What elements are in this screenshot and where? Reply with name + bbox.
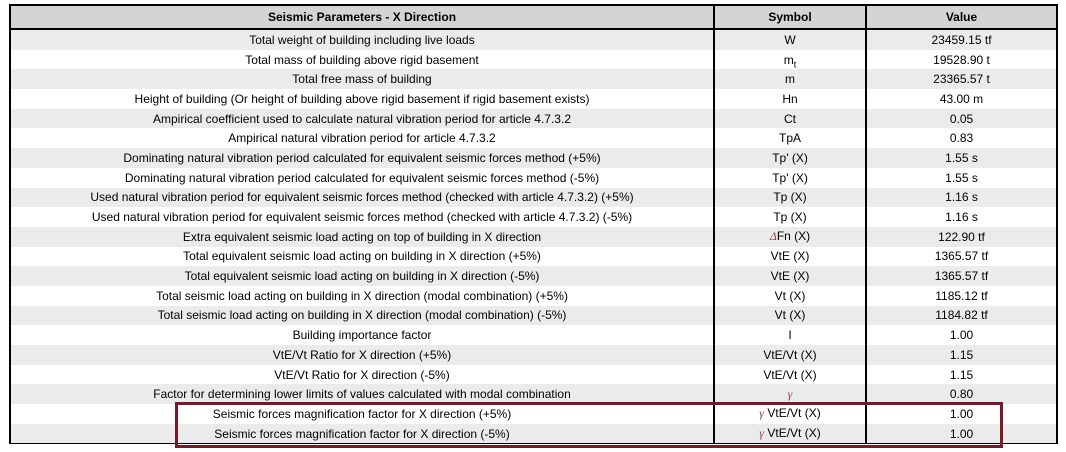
parameter-cell: Ampirical coefficient used to calculate … — [11, 108, 714, 129]
header-value: Value — [866, 6, 1056, 30]
parameter-cell: Seismic forces magnification factor for … — [11, 404, 714, 424]
parameter-cell: Ampirical natural vibration period for a… — [11, 128, 714, 149]
symbol-cell: Tp (X) — [713, 207, 867, 227]
value-cell: 1.16 s — [866, 187, 1056, 208]
table-row: VtE/Vt Ratio for X direction (+5%) VtE/V… — [11, 345, 1056, 365]
parameter-cell: Used natural vibration period for equiva… — [11, 187, 714, 208]
parameter-cell: Total weight of building including live … — [11, 29, 714, 50]
value-cell: 0.80 — [866, 384, 1056, 405]
table-row: Total equivalent seismic load acting on … — [11, 266, 1056, 286]
parameter-cell: Total equivalent seismic load acting on … — [11, 266, 714, 286]
header-symbol: Symbol — [713, 6, 867, 30]
symbol-cell: Vt (X) — [713, 305, 867, 326]
table-row: Ampirical natural vibration period for a… — [11, 128, 1056, 149]
symbol-cell: mt — [713, 49, 867, 70]
symbol-cell: Tp' (X) — [713, 148, 867, 168]
table-row: Ampirical coefficient used to calculate … — [11, 108, 1056, 129]
table-row: Factor for determining lower limits of v… — [11, 384, 1056, 405]
symbol-cell: γ VtE/Vt (X) — [713, 404, 867, 424]
value-cell: 0.83 — [866, 128, 1056, 149]
table-row: Used natural vibration period for equiva… — [11, 187, 1056, 208]
table-row: Total weight of building including live … — [11, 29, 1056, 50]
symbol-cell: TpA — [713, 128, 867, 149]
value-cell: 19528.90 t — [866, 49, 1056, 70]
header-parameter: Seismic Parameters - X Direction — [11, 6, 714, 30]
parameter-cell: Factor for determining lower limits of v… — [11, 384, 714, 405]
value-cell: 0.05 — [866, 108, 1056, 129]
table-row: Building importance factor I 1.00 — [11, 325, 1056, 345]
value-cell: 1.15 — [866, 345, 1056, 365]
value-cell: 1.00 — [866, 423, 1056, 444]
table-row: VtE/Vt Ratio for X direction (-5%) VtE/V… — [11, 364, 1056, 385]
value-cell: 1365.57 tf — [866, 266, 1056, 286]
symbol-cell: Tp (X) — [713, 187, 867, 208]
table-row: Total seismic load acting on building in… — [11, 305, 1056, 326]
parameter-cell: Height of building (Or height of buildin… — [11, 89, 714, 109]
value-cell: 23459.15 tf — [866, 29, 1056, 50]
report-table: Seismic Parameters - X Direction Symbol … — [11, 6, 1056, 444]
symbol-cell: Tp' (X) — [713, 167, 867, 188]
value-cell: 1.00 — [866, 404, 1056, 424]
symbol-cell: γ VtE/Vt (X) — [713, 423, 867, 444]
parameter-cell: Total seismic load acting on building in… — [11, 285, 714, 306]
symbol-cell: VtE (X) — [713, 246, 867, 267]
table-row: Seismic forces magnification factor for … — [11, 404, 1056, 424]
symbol-cell: γ — [713, 384, 867, 405]
table-row: Dominating natural vibration period calc… — [11, 167, 1056, 188]
symbol-cell: VtE (X) — [713, 266, 867, 286]
symbol-subscript: t — [793, 58, 797, 69]
parameter-cell: Extra equivalent seismic load acting on … — [11, 226, 714, 247]
table-row: Dominating natural vibration period calc… — [11, 148, 1056, 168]
parameter-cell: Seismic forces magnification factor for … — [11, 423, 714, 444]
table-row: Total free mass of building m 23365.57 t — [11, 69, 1056, 90]
parameter-cell: Total equivalent seismic load acting on … — [11, 246, 714, 267]
table-row: Extra equivalent seismic load acting on … — [11, 226, 1056, 247]
symbol-cell: VtE/Vt (X) — [713, 345, 867, 365]
parameter-cell: Dominating natural vibration period calc… — [11, 167, 714, 188]
symbol-cell: Vt (X) — [713, 285, 867, 306]
table-row: Height of building (Or height of buildin… — [11, 89, 1056, 109]
symbol-cell: W — [713, 29, 867, 50]
table-row: Used natural vibration period for equiva… — [11, 207, 1056, 227]
value-cell: 1.55 s — [866, 167, 1056, 188]
greek-symbol: Δ — [769, 229, 777, 244]
value-cell: 23365.57 t — [866, 69, 1056, 90]
value-cell: 1.15 — [866, 364, 1056, 385]
symbol-cell: ΔFn (X) — [713, 226, 867, 247]
parameter-cell: VtE/Vt Ratio for X direction (+5%) — [11, 345, 714, 365]
greek-symbol: γ — [759, 426, 765, 441]
greek-symbol: γ — [787, 386, 793, 401]
table-row: Total seismic load acting on building in… — [11, 285, 1056, 306]
parameter-cell: Total mass of building above rigid basem… — [11, 49, 714, 70]
value-cell: 1184.82 tf — [866, 305, 1056, 326]
value-cell: 1.55 s — [866, 148, 1056, 168]
parameter-cell: Total seismic load acting on building in… — [11, 305, 714, 326]
parameter-cell: Building importance factor — [11, 325, 714, 345]
symbol-cell: VtE/Vt (X) — [713, 364, 867, 385]
value-cell: 1365.57 tf — [866, 246, 1056, 267]
symbol-cell: m — [713, 69, 867, 90]
table-row: Total equivalent seismic load acting on … — [11, 246, 1056, 267]
symbol-cell: I — [713, 325, 867, 345]
greek-symbol: γ — [759, 406, 765, 421]
table-header-row: Seismic Parameters - X Direction Symbol … — [11, 6, 1056, 30]
value-cell: 1.00 — [866, 325, 1056, 345]
value-cell: 1185.12 tf — [866, 285, 1056, 306]
value-cell: 122.90 tf — [866, 226, 1056, 247]
symbol-cell: Hn — [713, 89, 867, 109]
symbol-cell: Ct — [713, 108, 867, 129]
table-row: Seismic forces magnification factor for … — [11, 423, 1056, 444]
table-row: Total mass of building above rigid basem… — [11, 49, 1056, 70]
seismic-parameters-table: Seismic Parameters - X Direction Symbol … — [9, 4, 1058, 444]
table-body: Total weight of building including live … — [11, 29, 1056, 444]
parameter-cell: VtE/Vt Ratio for X direction (-5%) — [11, 364, 714, 385]
parameter-cell: Total free mass of building — [11, 69, 714, 90]
value-cell: 1.16 s — [866, 207, 1056, 227]
value-cell: 43.00 m — [866, 89, 1056, 109]
parameter-cell: Dominating natural vibration period calc… — [11, 148, 714, 168]
parameter-cell: Used natural vibration period for equiva… — [11, 207, 714, 227]
